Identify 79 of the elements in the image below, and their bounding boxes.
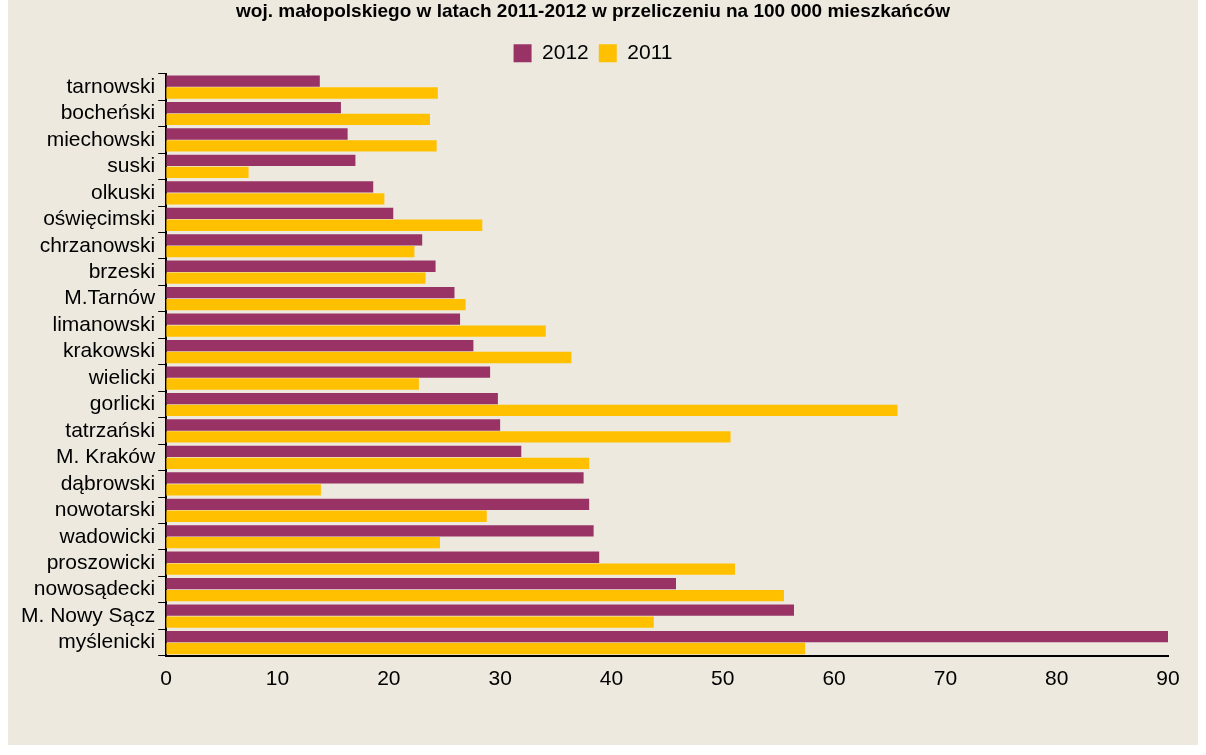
bar [166, 404, 898, 417]
bar [166, 630, 1168, 643]
bar [166, 193, 385, 205]
bar [166, 113, 430, 126]
y-tick-label: miechowski [46, 126, 156, 150]
bar [166, 578, 676, 590]
bar [166, 484, 321, 496]
y-tick-label: olkuski [90, 179, 156, 203]
y-tick-label: wadowicki [58, 523, 156, 547]
x-tick-label: 40 [599, 666, 624, 690]
bar [166, 75, 320, 87]
x-tick-label: 90 [1156, 666, 1180, 690]
bar [166, 140, 437, 152]
bar [166, 537, 441, 549]
x-tick-label: 80 [1045, 666, 1069, 690]
y-tick-label: dąbrowski [60, 470, 156, 494]
x-tick-label: 20 [377, 666, 401, 690]
bar [166, 298, 466, 311]
legend-label: 2012 [542, 40, 589, 64]
y-tick-label: nowosądecki [33, 576, 156, 600]
y-tick-label: brzeski [88, 259, 156, 283]
x-tick-label: 70 [933, 666, 958, 690]
y-tick-label: myślenicki [58, 629, 156, 653]
bar [166, 457, 590, 469]
bar [166, 260, 436, 272]
y-tick-label: tarnowski [66, 73, 156, 97]
y-tick-label: bocheński [60, 100, 156, 124]
bar [166, 339, 474, 352]
bar [166, 525, 594, 537]
bar [166, 642, 806, 655]
bar [166, 604, 794, 616]
bar [166, 181, 374, 193]
legend-label: 2011 [627, 40, 673, 64]
bar [166, 351, 572, 364]
x-tick-label: 0 [160, 666, 173, 690]
bar [166, 498, 590, 510]
chart-title: woj. małopolskiego w latach 2011-2012 w przeliczeniu na 100 000 mieszkańców [235, 0, 951, 21]
bar [166, 419, 501, 431]
y-tick-label: chrzanowski [39, 232, 156, 256]
bar [166, 325, 546, 337]
bar [166, 510, 487, 522]
bar [166, 219, 483, 231]
bar [166, 101, 341, 114]
y-tick-label: nowotarski [54, 497, 156, 521]
y-tick-label: oświęcimski [43, 206, 156, 230]
bar [166, 234, 423, 246]
y-tick-label: M. Kraków [56, 444, 157, 468]
bar [166, 366, 491, 378]
x-tick-label: 60 [822, 666, 846, 690]
bar [166, 154, 356, 167]
bar [166, 87, 438, 99]
x-tick-label: 50 [711, 666, 735, 690]
bar [166, 445, 522, 458]
y-tick-label: tatrzański [65, 417, 156, 441]
x-tick-label: 30 [488, 666, 512, 690]
bar [166, 313, 461, 325]
bar [166, 472, 584, 484]
bar [166, 616, 654, 628]
bar [166, 207, 394, 219]
y-tick-label: limanowski [52, 311, 156, 335]
bar [166, 272, 426, 284]
bar [166, 431, 731, 443]
bar [166, 551, 600, 563]
bar [166, 563, 735, 575]
y-tick-label: wielicki [87, 364, 156, 388]
y-tick-label: proszowicki [46, 550, 156, 574]
y-tick-label: krakowski [63, 338, 156, 362]
bar [166, 287, 455, 299]
bar [166, 392, 498, 405]
bar [166, 166, 249, 178]
y-tick-label: M. Nowy Sącz [20, 602, 156, 626]
bar [166, 378, 419, 390]
bar [166, 128, 348, 140]
y-tick-label: gorlicki [89, 391, 156, 415]
bar [166, 246, 415, 258]
y-tick-label: suski [107, 153, 156, 177]
y-tick-label: M.Tarnów [64, 285, 157, 309]
bar [166, 589, 784, 602]
x-tick-label: 10 [265, 666, 290, 690]
